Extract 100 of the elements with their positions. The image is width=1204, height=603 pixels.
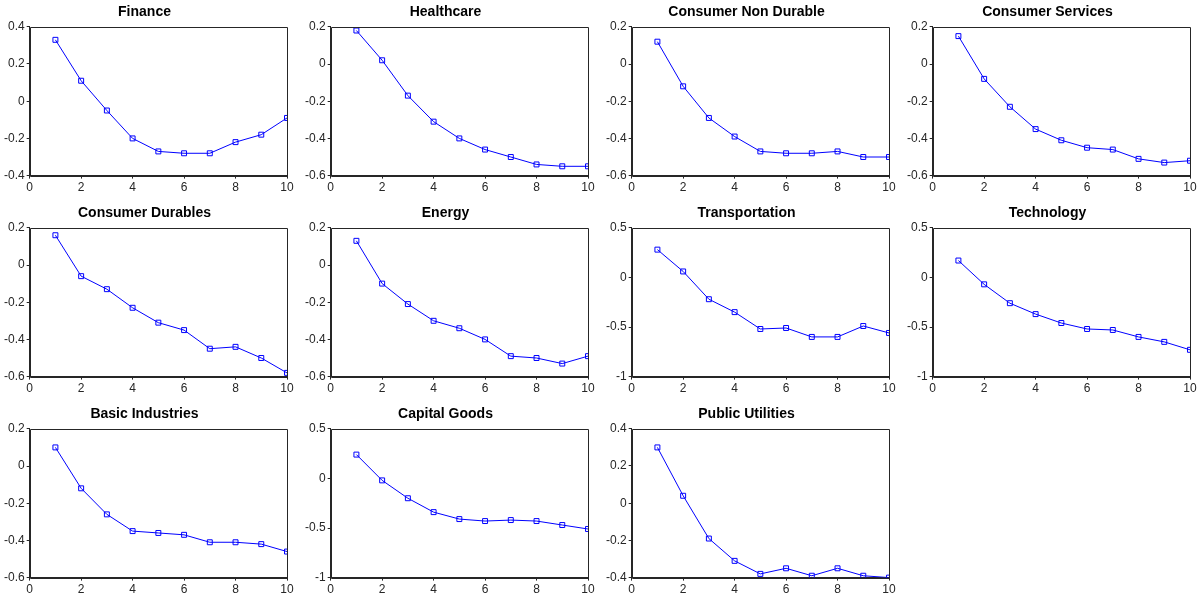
point <box>654 444 661 451</box>
x-tick-label: 2 <box>980 381 988 396</box>
x-tick-label: 6 <box>1083 180 1091 195</box>
x-tick-label: 10 <box>882 381 896 396</box>
x-tick-label: 2 <box>378 582 386 597</box>
y-tick-label: -0.4 <box>3 532 25 547</box>
point <box>482 336 489 343</box>
y-tick-label: -0.2 <box>3 130 25 145</box>
point <box>680 492 687 499</box>
point <box>533 161 540 168</box>
x-tick-label: 8 <box>533 180 541 195</box>
point <box>680 83 687 90</box>
x-tick-label: 10 <box>1183 381 1197 396</box>
point <box>258 541 265 548</box>
x-tick-label: 2 <box>77 582 85 597</box>
point <box>1006 300 1013 307</box>
point <box>783 150 790 157</box>
point <box>783 325 790 331</box>
point <box>206 150 213 157</box>
point <box>1135 155 1142 162</box>
point <box>232 343 239 350</box>
chart-title: Technology <box>1008 204 1087 221</box>
point <box>731 133 738 140</box>
point <box>507 154 514 160</box>
point <box>808 333 815 340</box>
chart-title: Transportation <box>697 204 796 221</box>
point <box>353 451 360 458</box>
x-tick-label: 4 <box>731 582 739 597</box>
y-tick-label: -0.6 <box>304 368 326 383</box>
point <box>258 131 265 138</box>
point <box>430 317 437 324</box>
point <box>129 135 136 142</box>
chart-title: Basic Industries <box>90 405 199 422</box>
point <box>456 135 463 142</box>
chart-title: Consumer Durables <box>77 204 212 221</box>
x-tick-label: 8 <box>1135 381 1143 396</box>
point <box>103 511 110 518</box>
x-tick-label: 6 <box>481 381 489 396</box>
point <box>705 535 712 542</box>
point <box>353 237 360 244</box>
x-tick-label: 4 <box>430 180 438 195</box>
y-tick-label: 0.5 <box>308 421 326 436</box>
y-tick-label: 0 <box>920 269 928 284</box>
point <box>1058 320 1065 327</box>
y-tick-label: 0.5 <box>910 220 928 235</box>
y-tick-label: -0.2 <box>3 495 25 510</box>
y-tick-label: 0.5 <box>609 220 627 235</box>
x-tick-label: 4 <box>731 180 739 195</box>
x-tick-label: 4 <box>129 582 137 597</box>
point <box>206 539 213 546</box>
point <box>680 268 687 275</box>
x-tick-label: 6 <box>481 180 489 195</box>
y-tick-label: -0.4 <box>304 130 326 145</box>
y-tick-label: 0 <box>619 269 627 284</box>
y-tick-label: 0 <box>318 257 326 272</box>
y-tick-label: -0.6 <box>304 167 326 182</box>
point <box>155 529 162 536</box>
x-tick-label: 8 <box>533 582 541 597</box>
y-tick-label: -1 <box>917 368 928 383</box>
point <box>52 444 59 451</box>
y-tick-label: 0 <box>619 56 627 71</box>
x-tick-label: 4 <box>430 582 438 597</box>
point <box>103 107 110 114</box>
point <box>103 286 110 293</box>
y-tick-label: 0.2 <box>7 56 25 71</box>
x-tick-label: 8 <box>232 582 240 597</box>
y-tick-label: -0.4 <box>906 130 928 145</box>
point <box>1161 338 1168 345</box>
chart-title: Public Utilities <box>698 405 795 422</box>
point <box>181 150 188 157</box>
point <box>78 485 85 492</box>
y-tick-label: -0.2 <box>304 294 326 309</box>
x-tick-label: 4 <box>1032 381 1040 396</box>
point <box>379 280 386 287</box>
x-tick-label: 8 <box>232 381 240 396</box>
point <box>482 518 489 525</box>
x-tick-label: 4 <box>129 381 137 396</box>
x-tick-label: 8 <box>834 381 842 396</box>
point <box>757 326 764 332</box>
x-tick-label: 6 <box>180 381 188 396</box>
chart-title: Consumer Services <box>982 3 1114 20</box>
point <box>430 509 437 516</box>
point <box>129 304 136 311</box>
y-tick-label: -0.2 <box>605 532 627 547</box>
x-tick-label: 10 <box>882 180 896 195</box>
x-tick-label: 10 <box>581 180 595 195</box>
point <box>181 327 188 334</box>
point <box>834 565 841 572</box>
point <box>757 148 764 155</box>
x-tick-label: 2 <box>77 381 85 396</box>
point <box>155 319 162 326</box>
x-tick-label: 6 <box>1083 381 1091 396</box>
y-tick-label: -0.6 <box>3 569 25 584</box>
x-tick-label: 10 <box>280 582 294 597</box>
point <box>705 296 712 303</box>
x-tick-label: 4 <box>1032 180 1040 195</box>
y-tick-label: -0.5 <box>605 319 627 334</box>
point <box>559 163 566 170</box>
y-tick-label: 0.2 <box>7 421 25 436</box>
point <box>1058 137 1065 144</box>
